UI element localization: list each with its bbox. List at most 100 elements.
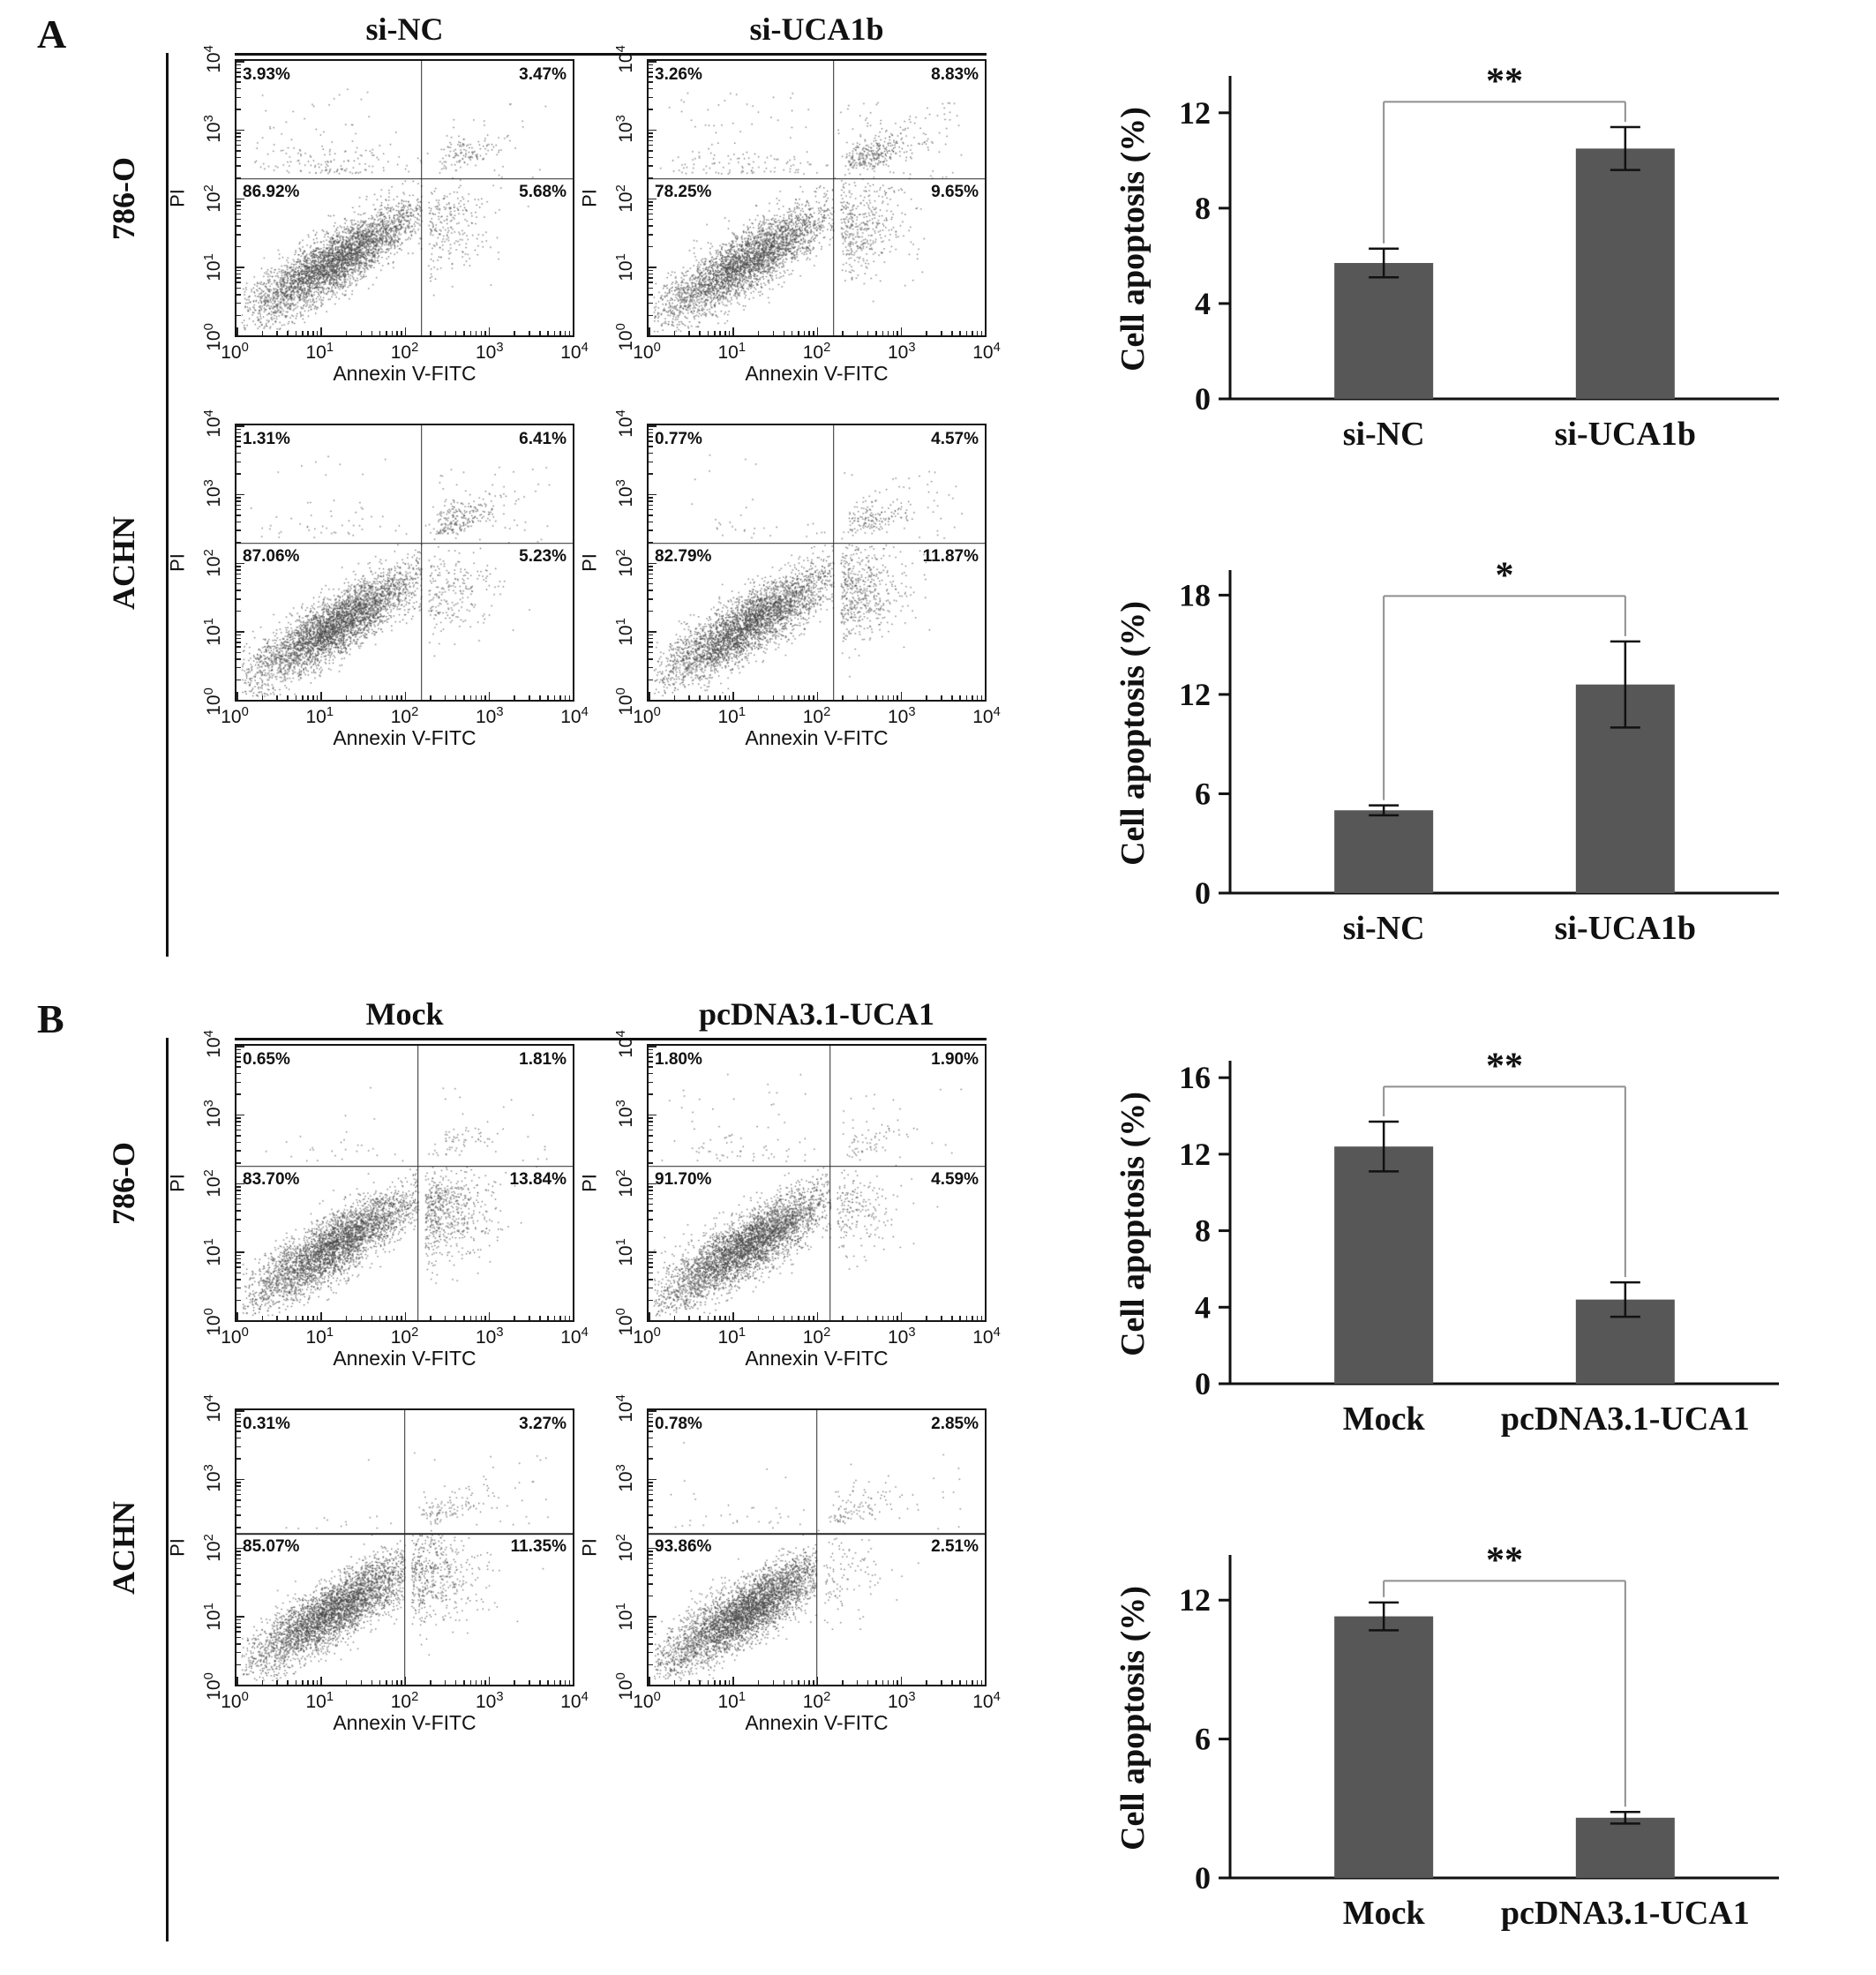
y-tick-mark	[649, 1425, 653, 1427]
y-tick-mark	[236, 1493, 241, 1496]
y-tick-label: 12	[1179, 677, 1211, 712]
scatter-dots-canvas	[236, 61, 573, 335]
x-tick-mark	[307, 331, 309, 335]
y-tick-mark	[649, 1072, 653, 1075]
x-tick-mark	[856, 695, 859, 700]
x-tick-mark	[444, 1316, 446, 1320]
y-tick-mark	[236, 637, 241, 640]
y-tick-mark	[236, 87, 241, 90]
y-axis-ticks: 100 101 102 103 104	[192, 1394, 235, 1701]
quadrant-lower-right-label: 4.59%	[931, 1170, 979, 1190]
y-tick-mark	[649, 577, 653, 580]
x-tick-label: 100	[221, 705, 249, 727]
y-tick-mark	[236, 582, 241, 585]
x-tick-label: 102	[802, 1325, 831, 1348]
y-tick-mark	[236, 646, 241, 648]
y-tick-mark	[649, 81, 653, 83]
x-tick-mark	[484, 331, 486, 335]
x-tick-mark	[897, 1316, 898, 1320]
x-tick-mark	[926, 695, 927, 700]
x-tick-mark	[316, 331, 319, 335]
x-tick-mark	[941, 1680, 942, 1685]
y-tick-mark	[236, 461, 241, 463]
y-tick-mark	[236, 1150, 241, 1152]
y-tick-mark	[236, 1258, 241, 1260]
x-tick-label: 101	[305, 1325, 334, 1348]
quadrant-upper-right-label: 1.81%	[519, 1050, 567, 1069]
x-tick-mark	[724, 1680, 726, 1685]
x-tick-mark	[396, 331, 398, 335]
x-tick-mark	[276, 1680, 278, 1685]
y-tick-mark	[236, 1595, 241, 1597]
y-tick-mark	[236, 1135, 241, 1137]
x-tick-mark	[475, 1316, 477, 1320]
x-tick-mark	[926, 331, 927, 335]
y-tick-mark	[649, 1258, 653, 1260]
y-tick-mark	[649, 64, 653, 66]
gate-horizontal-line	[236, 542, 573, 544]
y-tick-mark	[236, 566, 241, 567]
x-tick-mark	[980, 331, 983, 335]
x-axis-label: Annexin V-FITC	[745, 362, 889, 385]
gate-horizontal-line	[649, 177, 985, 180]
x-tick-mark	[783, 695, 785, 700]
y-tick-mark	[649, 218, 653, 221]
x-tick-label: 104	[972, 1690, 1001, 1712]
x-tick-label: 102	[802, 1690, 831, 1712]
flow-cytometry-plot: PI 100 101 102 103 104 3.93% 3.47% 86.92% 5.…	[162, 45, 589, 387]
x-tick-mark	[302, 331, 304, 335]
x-tick-label: 100	[633, 1690, 661, 1712]
x-axis-label: Annexin V-FITC	[745, 726, 889, 749]
x-tick-mark	[892, 1316, 895, 1320]
x-tick-mark	[371, 331, 373, 335]
y-tick-mark	[236, 1482, 241, 1483]
x-tick-mark	[649, 1312, 650, 1320]
header-rule	[235, 1038, 987, 1040]
y-tick-mark	[236, 205, 241, 207]
y-tick-mark	[236, 234, 241, 236]
condition-header: si-UCA1b	[749, 11, 884, 47]
y-tick-mark	[649, 205, 653, 207]
y-tick-mark	[649, 1287, 653, 1289]
y-tick-mark	[649, 267, 657, 268]
x-tick-mark	[454, 1680, 457, 1685]
x-tick-mark	[276, 1316, 278, 1320]
quadrant-upper-right-label: 1.90%	[931, 1050, 979, 1069]
x-tick-mark	[649, 327, 650, 335]
y-tick-mark	[649, 150, 653, 152]
x-tick-label: 102	[390, 341, 419, 363]
y-tick-mark	[236, 1203, 241, 1205]
y-tick-mark	[649, 273, 653, 275]
y-tick-label: 104	[614, 45, 636, 73]
header-rule	[235, 53, 987, 56]
x-axis-label: Annexin V-FITC	[333, 726, 477, 749]
flow-cytometry-plot: PI 100 101 102 103 104 1.80% 1.90% 91.70% 4.…	[574, 1030, 1001, 1371]
y-tick-mark	[649, 1162, 653, 1164]
x-tick-mark	[564, 331, 567, 335]
x-axis-ticks: 100 101 102 103 104	[633, 337, 1001, 363]
y-tick-label: 103	[614, 1463, 636, 1492]
x-tick-label: 102	[390, 1690, 419, 1712]
x-tick-mark	[539, 1316, 541, 1320]
y-tick-mark	[649, 493, 657, 496]
y-tick-mark	[649, 1416, 653, 1419]
x-tick-mark	[959, 1680, 961, 1685]
x-tick-mark	[887, 1316, 889, 1320]
x-tick-label: 104	[560, 705, 589, 727]
y-tick-label: 4	[1195, 286, 1211, 321]
y-tick-mark	[236, 1251, 244, 1253]
x-tick-mark	[856, 331, 859, 335]
x-tick-mark	[386, 695, 387, 700]
x-tick-mark	[972, 1316, 973, 1320]
quadrant-upper-left-label: 0.31%	[243, 1415, 290, 1433]
y-tick-mark	[649, 1219, 653, 1220]
x-tick-mark	[307, 1680, 309, 1685]
x-tick-mark	[856, 1316, 859, 1320]
y-tick-mark	[649, 497, 653, 499]
y-tick-mark	[649, 1562, 653, 1565]
x-axis-label: Annexin V-FITC	[745, 1711, 889, 1734]
x-tick-mark	[941, 695, 942, 700]
y-tick-label: 0	[1195, 875, 1211, 911]
quadrant-upper-left-label: 3.93%	[243, 65, 290, 84]
flow-plot-area: 3.26% 8.83% 78.25% 9.65%	[647, 59, 987, 337]
